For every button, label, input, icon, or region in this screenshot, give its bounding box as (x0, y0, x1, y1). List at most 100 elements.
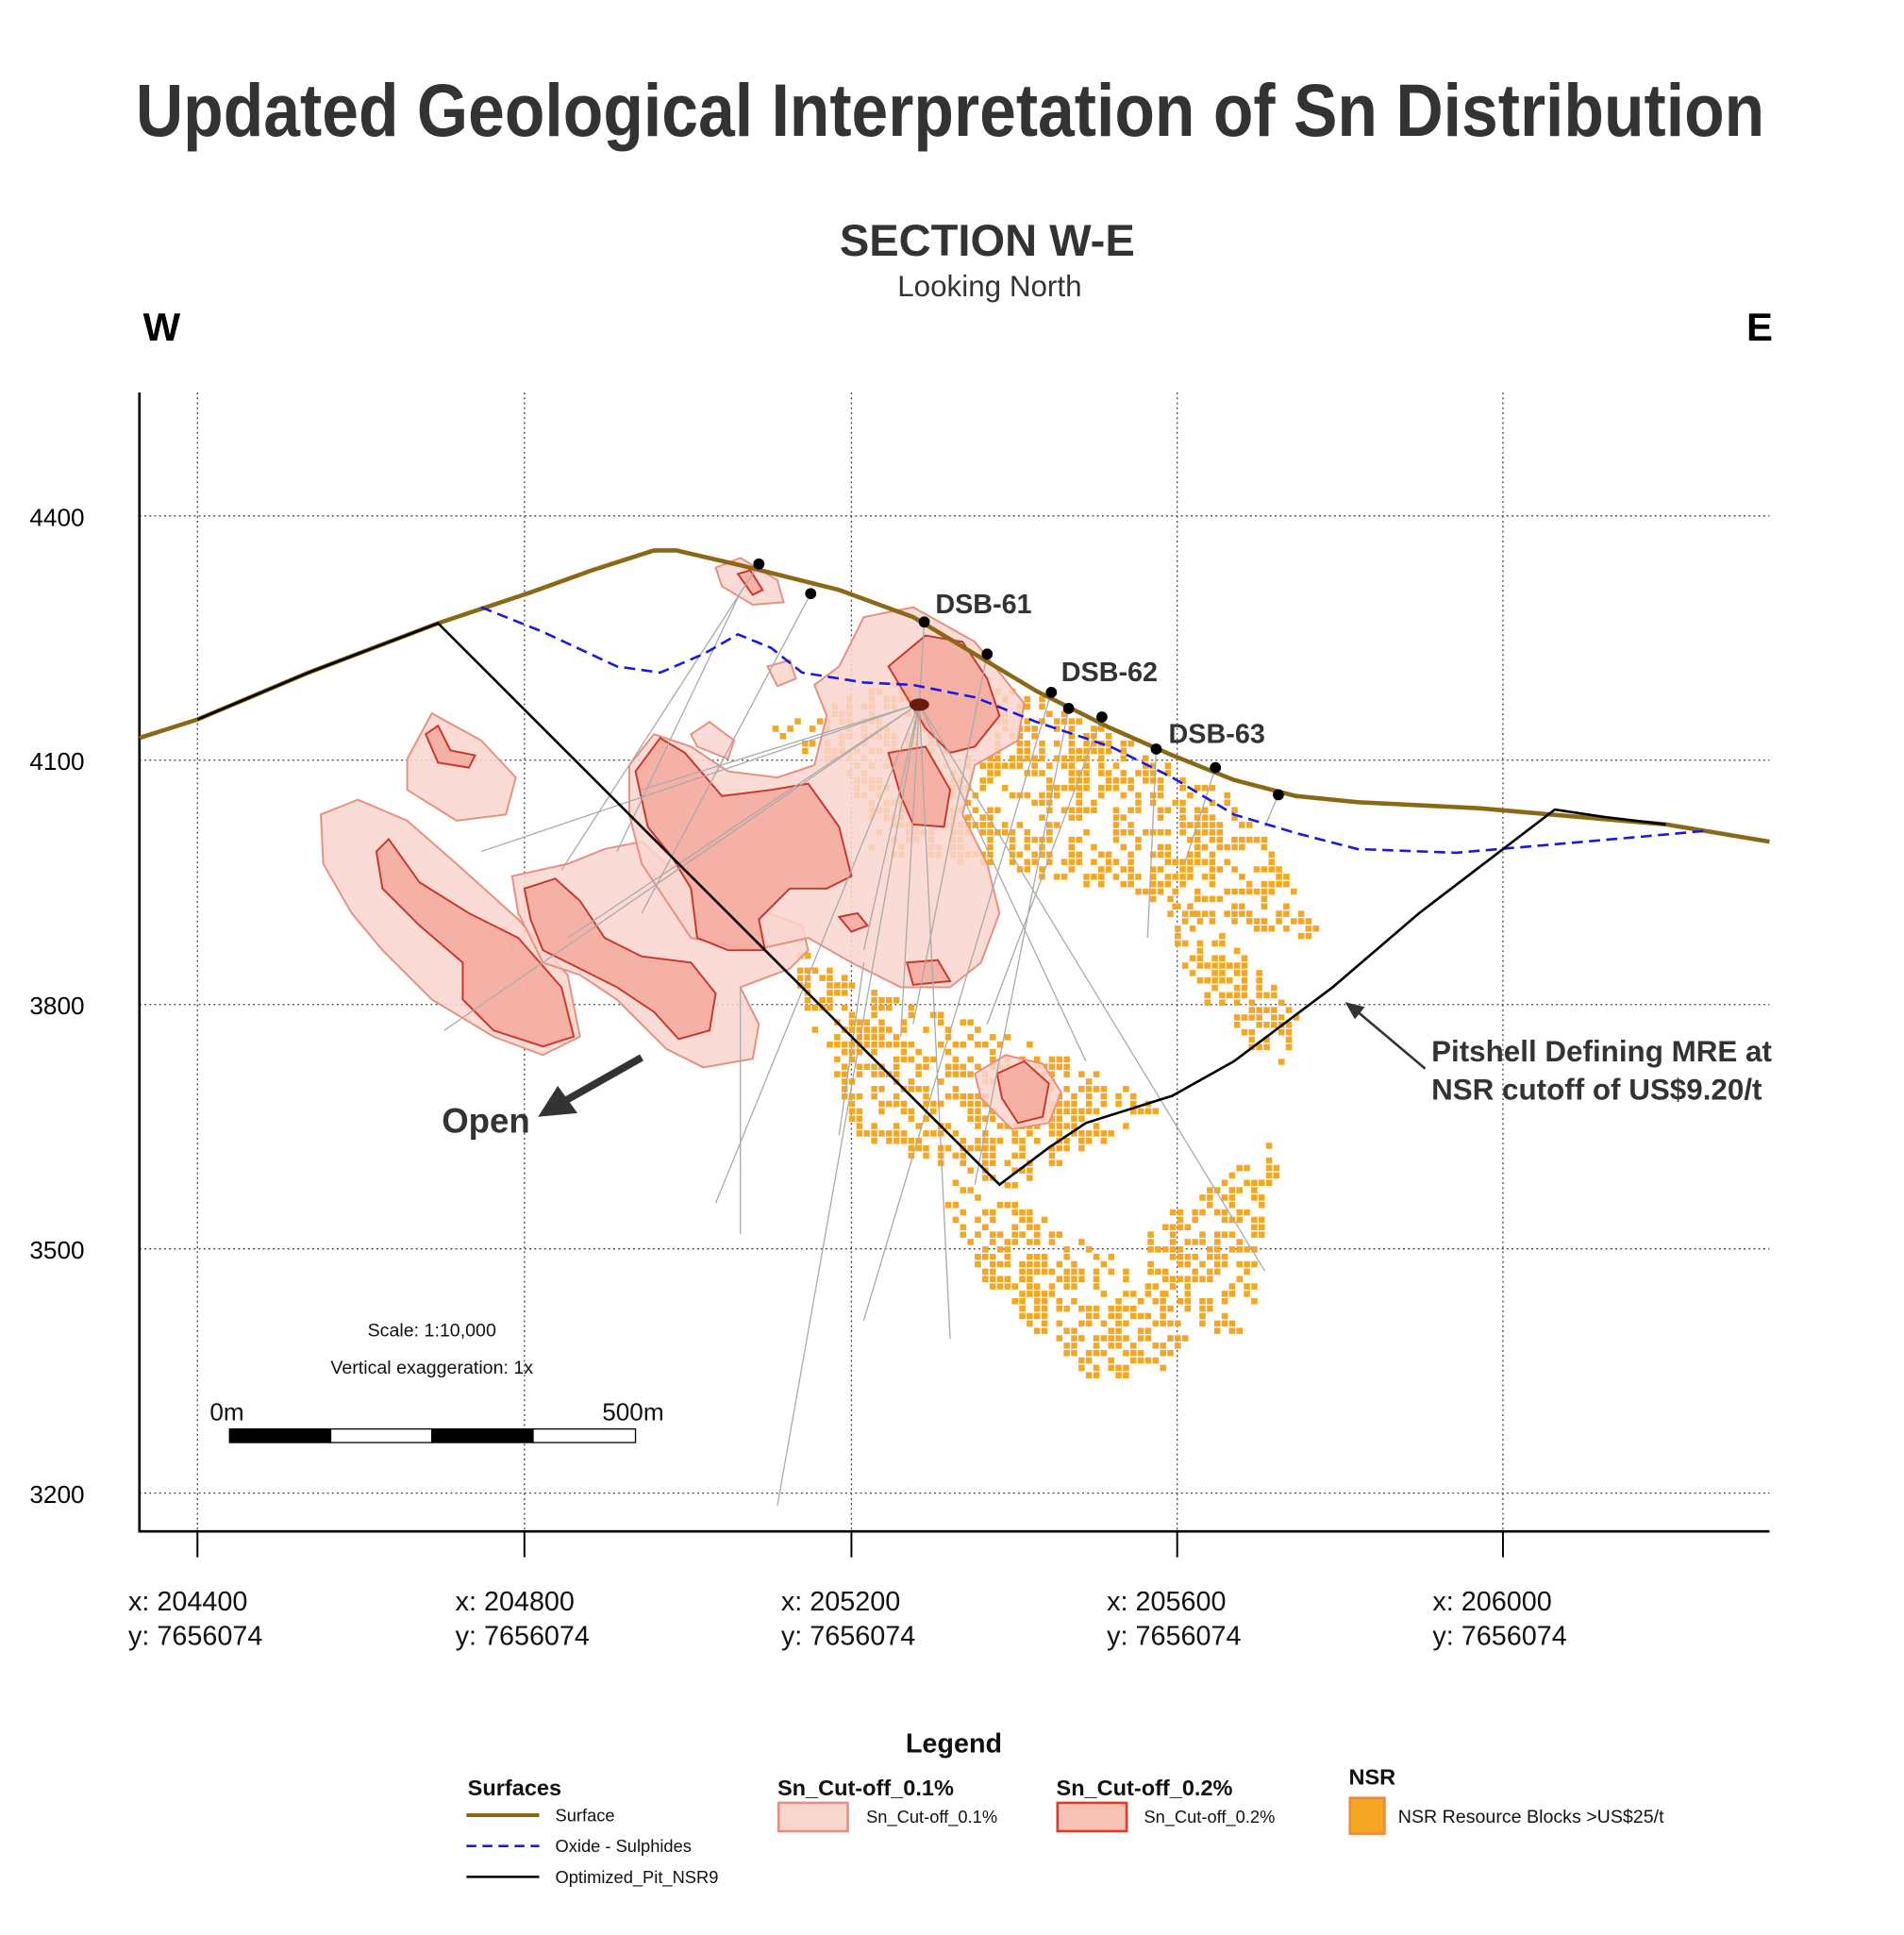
nsr-block (1211, 984, 1218, 992)
nsr-block (1261, 843, 1268, 851)
nsr-block (1187, 822, 1194, 828)
nsr-block (987, 762, 994, 769)
nsr-block (841, 1004, 848, 1011)
nsr-block (915, 1123, 922, 1129)
nsr-block (886, 996, 893, 1004)
nsr-block (1115, 1343, 1122, 1349)
x-axis-labels: x: 204400 y: 7656074 x: 204800 y: 765607… (128, 1587, 1567, 1652)
nsr-block (952, 1152, 960, 1159)
nsr-block (1091, 874, 1097, 880)
nsr-block (1115, 1335, 1122, 1342)
sn-0.1-zone (690, 721, 736, 760)
nsr-block (1056, 1260, 1063, 1268)
legend-item-label: NSR Resource Blocks >US$25/t (1398, 1807, 1664, 1827)
drillhole-trace (560, 563, 760, 871)
nsr-block (1181, 910, 1189, 917)
nsr-block (856, 1130, 863, 1137)
nsr-block (1137, 1298, 1144, 1305)
nsr-block (1115, 1372, 1122, 1379)
nsr-block (1093, 1335, 1100, 1342)
nsr-block (982, 1159, 989, 1167)
nsr-block (952, 1071, 960, 1077)
drillhole-trace (1183, 767, 1216, 864)
nsr-block (1108, 1130, 1114, 1137)
nsr-block (1115, 1298, 1122, 1305)
nsr-block (1115, 1327, 1122, 1334)
nsr-block (1123, 1268, 1129, 1276)
nsr-block (1027, 1291, 1033, 1297)
nsr-block (1085, 1312, 1093, 1320)
nsr-block (1033, 1268, 1041, 1276)
nsr-block (802, 740, 809, 747)
nsr-block (975, 1093, 981, 1100)
nsr-block (1143, 770, 1149, 776)
nsr-block (1157, 880, 1164, 888)
nsr-block (1276, 874, 1282, 880)
nsr-block (964, 799, 972, 807)
nsr-block (1076, 836, 1082, 843)
nsr-block (1071, 1268, 1077, 1276)
nsr-block (1100, 1320, 1108, 1327)
nsr-block (1175, 1335, 1181, 1342)
nsr-block (779, 733, 787, 740)
nsr-block (1105, 733, 1112, 740)
nsr-block (1091, 740, 1097, 747)
nsr-block (1127, 829, 1134, 836)
nsr-block (1253, 926, 1261, 932)
nsr-block (1123, 1349, 1129, 1357)
nsr-block (1085, 1305, 1093, 1312)
nsr-block (1011, 1298, 1018, 1305)
nsr-block (1071, 1276, 1077, 1282)
nsr-block (1033, 1056, 1041, 1063)
nsr-block (1039, 836, 1045, 843)
nsr-block (804, 982, 811, 989)
nsr-block (1091, 843, 1097, 851)
nsr-block (871, 1130, 877, 1137)
nsr-block (1112, 836, 1120, 843)
nsr-block (908, 1041, 915, 1048)
nsr-block (1085, 1078, 1093, 1085)
nsr-block (1004, 1253, 1011, 1260)
nsr-block (1105, 859, 1112, 865)
nsr-block (1219, 940, 1226, 947)
nsr-block (1228, 1283, 1236, 1290)
nsr-block (1164, 843, 1172, 851)
nsr-block (1253, 866, 1261, 873)
nsr-block (1071, 1130, 1077, 1137)
nsr-block (975, 1253, 981, 1260)
nsr-block (1068, 770, 1076, 776)
nsr-block (1239, 843, 1245, 851)
nsr-block (1236, 1276, 1243, 1282)
nsr-block (1268, 880, 1276, 888)
nsr-block (1112, 814, 1120, 821)
nsr-block (1120, 866, 1127, 873)
nsr-block (952, 1093, 960, 1100)
nsr-block (1016, 822, 1024, 828)
nsr-block (1192, 1253, 1198, 1260)
nsr-block (960, 1224, 967, 1231)
nsr-block (1175, 1320, 1181, 1327)
nsr-block (989, 1260, 996, 1268)
nsr-block (989, 1209, 996, 1216)
nsr-block (1172, 874, 1178, 880)
nsr-block (1160, 1320, 1166, 1327)
nsr-block (915, 1086, 922, 1093)
nsr-block (1152, 1298, 1160, 1305)
nsr-block (1076, 807, 1082, 814)
sn-0.2-zone (837, 911, 870, 933)
nsr-block (937, 1019, 944, 1026)
nsr-block (1129, 1357, 1137, 1364)
nsr-block (1048, 1239, 1056, 1245)
nsr-block (1127, 822, 1134, 828)
nsr-block (1027, 1175, 1033, 1181)
nsr-block (1194, 888, 1201, 895)
nsr-block (1048, 1291, 1056, 1297)
nsr-block (1179, 784, 1186, 792)
nsr-block (1209, 880, 1216, 888)
nsr-block (1137, 1312, 1144, 1320)
nsr-block (982, 1115, 989, 1122)
nsr-block (1219, 976, 1226, 984)
nsr-block (1063, 1283, 1070, 1290)
nsr-block (1157, 792, 1164, 799)
nsr-block (1179, 866, 1186, 873)
